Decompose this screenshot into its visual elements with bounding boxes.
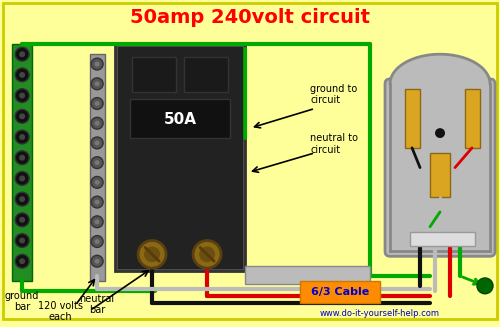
Circle shape bbox=[15, 213, 29, 227]
Circle shape bbox=[15, 130, 29, 144]
Circle shape bbox=[19, 238, 25, 244]
Circle shape bbox=[91, 117, 103, 129]
Circle shape bbox=[193, 241, 221, 268]
Circle shape bbox=[94, 101, 100, 106]
Bar bbox=[245, 266, 370, 284]
Bar bbox=[465, 89, 480, 148]
Circle shape bbox=[15, 151, 29, 164]
Circle shape bbox=[94, 141, 100, 146]
Text: 120 volts
each: 120 volts each bbox=[38, 301, 82, 322]
Circle shape bbox=[91, 58, 103, 70]
Circle shape bbox=[138, 241, 166, 268]
Circle shape bbox=[94, 180, 100, 185]
Text: 50A: 50A bbox=[164, 112, 196, 127]
Circle shape bbox=[15, 254, 29, 268]
Text: www.do-it-yourself-help.com: www.do-it-yourself-help.com bbox=[320, 309, 440, 318]
Bar bbox=[405, 89, 420, 148]
Text: neutral to
circuit: neutral to circuit bbox=[310, 133, 358, 155]
Text: neutral
bar: neutral bar bbox=[80, 294, 114, 315]
Bar bbox=[12, 44, 32, 281]
Bar bbox=[300, 281, 380, 302]
Circle shape bbox=[94, 259, 100, 264]
Circle shape bbox=[94, 239, 100, 244]
Circle shape bbox=[15, 89, 29, 103]
Circle shape bbox=[94, 121, 100, 126]
Circle shape bbox=[19, 258, 25, 264]
Circle shape bbox=[91, 97, 103, 110]
Bar bbox=[410, 232, 475, 247]
Circle shape bbox=[477, 278, 493, 294]
Circle shape bbox=[91, 157, 103, 168]
Bar bbox=[118, 47, 242, 268]
Circle shape bbox=[91, 196, 103, 208]
Bar bbox=[430, 153, 450, 197]
Circle shape bbox=[19, 196, 25, 202]
Circle shape bbox=[19, 93, 25, 98]
Circle shape bbox=[19, 134, 25, 140]
Circle shape bbox=[94, 199, 100, 205]
Circle shape bbox=[19, 113, 25, 119]
Bar bbox=[184, 57, 228, 92]
Circle shape bbox=[19, 176, 25, 181]
Bar bbox=[130, 98, 230, 138]
Circle shape bbox=[15, 233, 29, 248]
Bar bbox=[115, 44, 245, 271]
Circle shape bbox=[15, 110, 29, 123]
Circle shape bbox=[144, 247, 160, 262]
Bar bbox=[90, 54, 105, 281]
FancyBboxPatch shape bbox=[385, 79, 495, 256]
Circle shape bbox=[91, 137, 103, 149]
Circle shape bbox=[435, 128, 445, 138]
Circle shape bbox=[94, 81, 100, 86]
Text: ground
bar: ground bar bbox=[5, 291, 40, 312]
Circle shape bbox=[91, 177, 103, 188]
Circle shape bbox=[199, 247, 215, 262]
Circle shape bbox=[94, 219, 100, 224]
Circle shape bbox=[19, 155, 25, 161]
Text: 6/3 Cable: 6/3 Cable bbox=[311, 287, 369, 297]
Circle shape bbox=[91, 255, 103, 267]
Circle shape bbox=[19, 72, 25, 78]
Circle shape bbox=[19, 217, 25, 223]
Circle shape bbox=[15, 47, 29, 61]
Circle shape bbox=[15, 68, 29, 82]
Circle shape bbox=[91, 235, 103, 248]
Circle shape bbox=[15, 172, 29, 185]
Text: 50amp 240volt circuit: 50amp 240volt circuit bbox=[130, 8, 370, 27]
Circle shape bbox=[15, 192, 29, 206]
Bar bbox=[132, 57, 176, 92]
Circle shape bbox=[91, 78, 103, 90]
Polygon shape bbox=[390, 54, 490, 84]
Circle shape bbox=[94, 160, 100, 165]
Circle shape bbox=[19, 51, 25, 57]
Circle shape bbox=[94, 61, 100, 66]
Circle shape bbox=[91, 216, 103, 228]
Text: ground to
circuit: ground to circuit bbox=[310, 84, 358, 105]
